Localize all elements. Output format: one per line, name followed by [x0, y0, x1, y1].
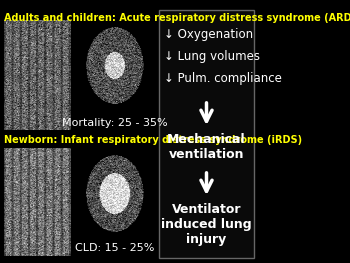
Text: Mortality: 25 - 35%: Mortality: 25 - 35%: [62, 118, 167, 128]
Text: ↓ Lung volumes: ↓ Lung volumes: [164, 50, 260, 63]
FancyBboxPatch shape: [159, 10, 254, 258]
Text: ↓ Pulm. compliance: ↓ Pulm. compliance: [164, 72, 282, 85]
Text: ↓ Oxygenation: ↓ Oxygenation: [164, 28, 254, 41]
Text: Ventilator
induced lung
injury: Ventilator induced lung injury: [161, 203, 252, 246]
Text: Adults and children: Acute respiratory distress syndrome (ARDS): Adults and children: Acute respiratory d…: [4, 13, 350, 23]
Text: Newborn: Infant respiratory distress syndrome (iRDS): Newborn: Infant respiratory distress syn…: [4, 135, 302, 145]
Text: CLD: 15 - 25%: CLD: 15 - 25%: [75, 243, 154, 253]
Text: Mechanical
ventilation: Mechanical ventilation: [167, 133, 246, 161]
